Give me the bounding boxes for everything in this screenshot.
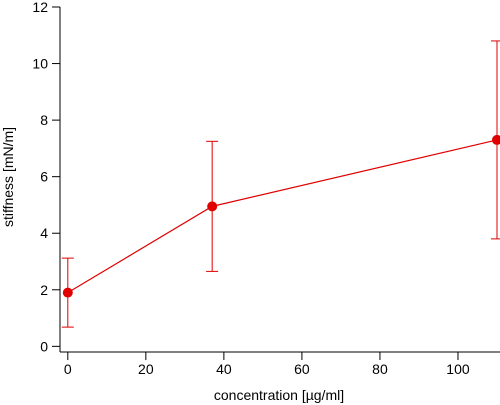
data-line (67, 139, 498, 294)
x-tick-label: 60 (294, 361, 310, 377)
y-tick-label: 2 (40, 282, 48, 298)
y-tick-label: 0 (40, 338, 48, 354)
x-tick-label: 20 (138, 361, 154, 377)
x-axis-label: concentration [µg/ml] (214, 387, 344, 403)
data-point (62, 287, 73, 298)
x-tick-label: 0 (64, 361, 72, 377)
x-tick-label: 80 (372, 361, 388, 377)
y-tick-label: 4 (40, 225, 48, 241)
y-tick-label: 6 (40, 169, 48, 185)
data-point (207, 201, 218, 212)
y-tick-label: 8 (40, 112, 48, 128)
y-axis-label: stiffness [mN/m] (0, 127, 16, 227)
x-tick-label: 40 (216, 361, 232, 377)
data-point (492, 134, 500, 145)
y-tick-label: 12 (32, 0, 48, 15)
y-tick-label: 10 (32, 56, 48, 72)
x-tick-label: 100 (446, 361, 470, 377)
